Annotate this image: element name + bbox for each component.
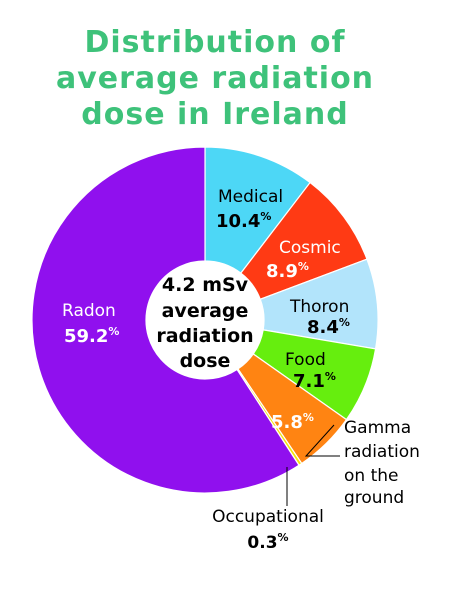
label-radon: Radon 59.2% [62, 301, 119, 347]
slice-name-label: radiation [344, 442, 420, 462]
center-text-line: average [162, 300, 249, 322]
slice-value-label: 59.2% [64, 325, 119, 347]
center-text-line: radiation [156, 325, 253, 347]
donut-slices [31, 146, 379, 494]
slice-name-label: Food [285, 350, 326, 370]
slice-value-label: 10.4% [216, 210, 271, 232]
center-text-line: 4.2 mSv [162, 274, 249, 296]
leader-line-gamma [304, 424, 340, 457]
title-line: average radiation [56, 61, 374, 96]
slice-value-label: 5.8% [271, 411, 314, 433]
slice-name-label: Gamma [344, 418, 411, 438]
slice-name-label: ground [344, 488, 404, 508]
slice-name-label: Cosmic [279, 238, 341, 258]
center-label: 4.2 mSv average radiation dose [156, 274, 253, 372]
center-text-line: dose [180, 350, 231, 372]
slice-name-label: Thoron [289, 297, 349, 317]
slice-name-label: on the [344, 466, 398, 486]
slice-value-label: 8.4% [307, 316, 350, 338]
donut-hole [146, 261, 264, 379]
title-line: dose in Ireland [81, 97, 348, 132]
slice-name-label: Radon [62, 301, 116, 321]
slice-name-label: Medical [218, 187, 283, 207]
title-line: Distribution of [85, 25, 346, 60]
label-occupational: Occupational 0.3% [212, 467, 324, 553]
slice-value-label: 7.1% [293, 370, 336, 392]
slice-name-label: Occupational [212, 507, 324, 527]
slice-value-label: 8.9% [266, 260, 309, 282]
slice-value-label: 0.3% [247, 531, 288, 553]
label-medical: Medical 10.4% [216, 187, 283, 232]
